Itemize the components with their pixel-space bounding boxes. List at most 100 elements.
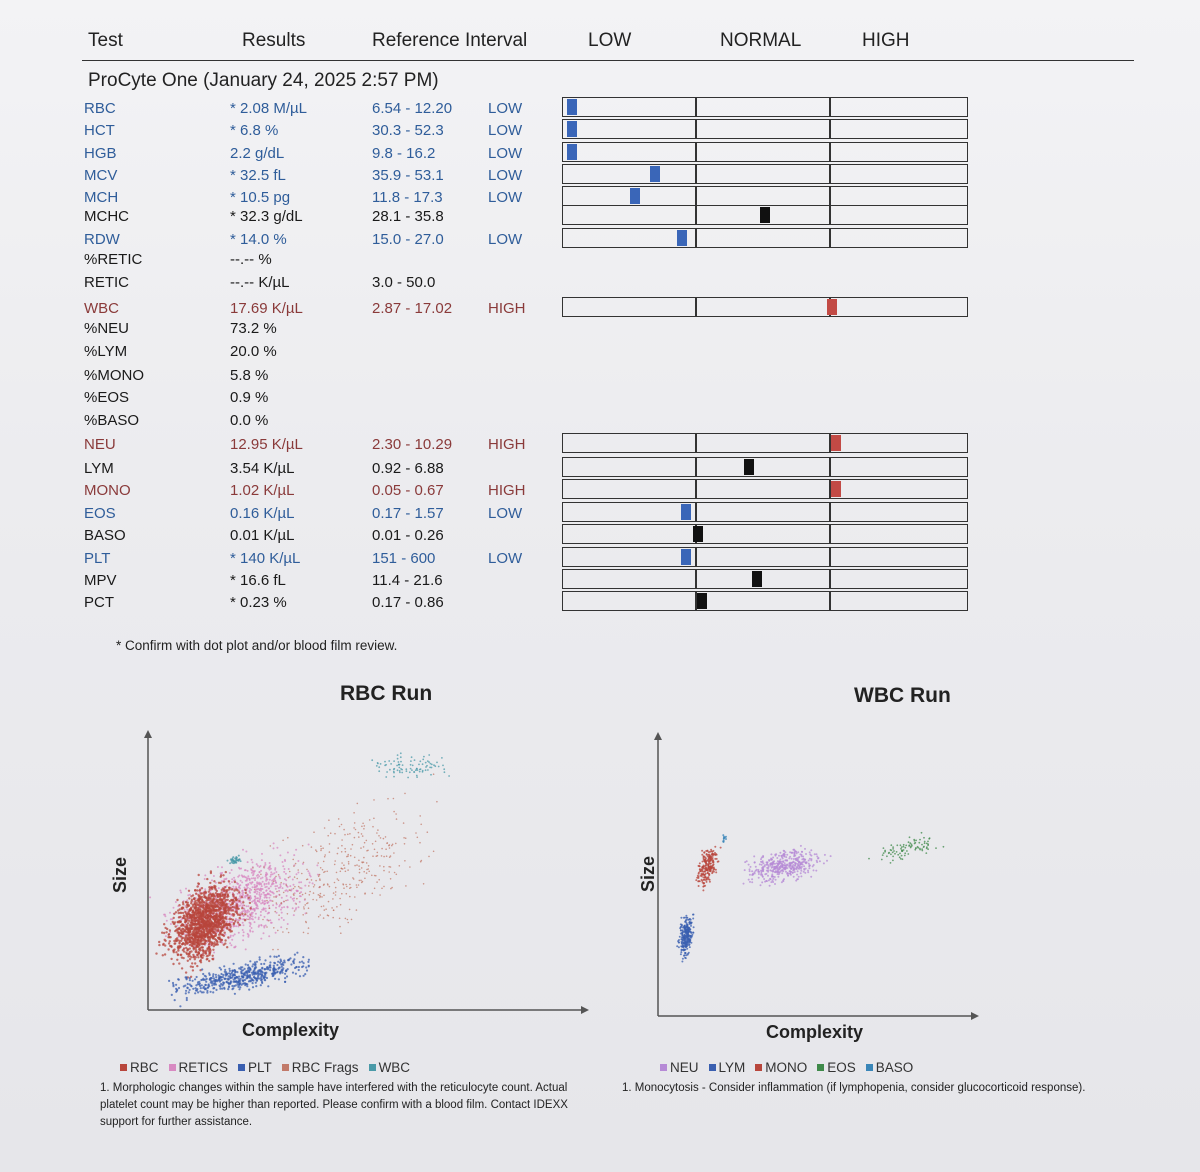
rbc-dot xyxy=(161,931,164,934)
rbc-dot xyxy=(208,927,212,930)
neu-dot xyxy=(776,873,779,876)
plt-dot xyxy=(278,961,282,964)
rbc-frag-dot xyxy=(312,898,314,901)
range-marker xyxy=(681,504,691,520)
rbc-frag-dot xyxy=(341,892,343,895)
neu-dot xyxy=(752,873,754,876)
rbc-dot xyxy=(194,946,198,949)
plt-dot xyxy=(307,958,310,961)
rbc-dot xyxy=(214,932,217,935)
rbc-frag-dot xyxy=(347,833,349,836)
rbc-dot xyxy=(170,945,173,949)
neu-dot xyxy=(769,878,772,881)
rbc-dot xyxy=(227,936,230,939)
wbc-dot xyxy=(428,754,431,756)
retics-dot xyxy=(250,871,253,874)
retics-dot xyxy=(169,923,172,925)
wbc-dot xyxy=(393,771,395,774)
rbc-frag-dot xyxy=(338,917,341,920)
plt-dot xyxy=(220,972,223,976)
rbc-dot xyxy=(211,942,214,945)
rbc-frag-dot xyxy=(302,931,305,934)
retics-dot xyxy=(184,904,187,907)
wbc-dot xyxy=(385,776,388,778)
retics-dot xyxy=(254,916,257,919)
neu-dot xyxy=(802,870,805,873)
retics-dot xyxy=(203,878,206,880)
plt-dot xyxy=(202,991,205,994)
rbc-frag-dot xyxy=(403,837,405,839)
neu-dot xyxy=(785,865,788,868)
eos-dot xyxy=(920,831,923,834)
neu-dot xyxy=(779,864,782,867)
rbc-dot xyxy=(209,881,212,885)
test-name: MCV xyxy=(84,167,118,184)
rbc-frag-dot xyxy=(285,899,287,902)
rbc-frag-dot xyxy=(347,861,350,863)
retics-dot xyxy=(249,896,252,899)
eos-dot xyxy=(914,847,917,850)
plt-dot xyxy=(269,961,272,964)
rbc-frag-dot xyxy=(315,850,318,853)
plt-dot xyxy=(301,965,304,969)
range-divider xyxy=(829,502,831,522)
lym-dot xyxy=(686,947,689,950)
wbc-dot xyxy=(434,765,437,768)
plt-dot xyxy=(223,987,226,990)
rbc-dot xyxy=(220,898,223,901)
retics-dot xyxy=(248,916,251,919)
neu-dot xyxy=(763,864,766,867)
rbc-frag-dot xyxy=(229,888,231,890)
lym-dot xyxy=(686,916,689,919)
rbc-dot xyxy=(192,940,195,943)
rbc-dot xyxy=(188,958,192,961)
rbc-frag-dot xyxy=(344,847,346,850)
rbc-dot xyxy=(210,900,213,903)
neu-dot xyxy=(792,868,795,871)
retics-dot xyxy=(268,935,271,938)
retics-dot xyxy=(276,885,279,887)
retics-dot xyxy=(307,843,310,846)
rbc-dot xyxy=(206,877,209,881)
plt-dot xyxy=(232,980,235,983)
rbc-dot xyxy=(200,953,204,957)
plt-dot xyxy=(293,958,296,961)
header-results: Results xyxy=(242,30,306,51)
test-result: 2.2 g/dL xyxy=(230,145,285,162)
neu-dot xyxy=(754,865,757,868)
rbc-frag-dot xyxy=(379,837,382,839)
retics-dot xyxy=(256,890,259,893)
rbc-dot xyxy=(216,941,219,944)
eos-dot xyxy=(914,848,917,851)
reference-interval: 11.8 - 17.3 xyxy=(372,189,443,206)
plt-dot xyxy=(238,984,241,987)
neu-dot xyxy=(764,873,767,876)
mono-dot xyxy=(706,872,709,875)
eos-dot xyxy=(890,844,893,847)
result-flag: HIGH xyxy=(488,300,526,317)
retics-dot xyxy=(187,894,190,897)
baso-dot xyxy=(725,838,727,840)
rbc-dot xyxy=(235,904,238,907)
retics-dot xyxy=(278,889,281,892)
test-result: * 0.23 % xyxy=(230,594,287,611)
rbc-frag-dot xyxy=(339,925,341,928)
rbc-dot xyxy=(202,942,205,946)
rbc-dot xyxy=(204,927,208,930)
rbc-frag-dot xyxy=(263,866,265,868)
result-flag: LOW xyxy=(488,167,523,184)
retics-dot xyxy=(248,910,250,913)
plt-dot xyxy=(194,978,197,981)
rbc-frag-dot xyxy=(380,855,383,857)
plt-dot xyxy=(235,976,238,979)
legend-swatch xyxy=(865,1064,873,1071)
plt-dot xyxy=(293,953,296,956)
retics-dot xyxy=(283,868,286,870)
baso-dot xyxy=(722,835,725,838)
retics-dot xyxy=(268,904,270,907)
rbc-frag-dot xyxy=(358,865,360,867)
rbc-dot xyxy=(225,912,228,915)
retics-dot xyxy=(277,886,280,889)
retics-dot xyxy=(216,866,219,868)
plt-dot xyxy=(223,965,226,968)
